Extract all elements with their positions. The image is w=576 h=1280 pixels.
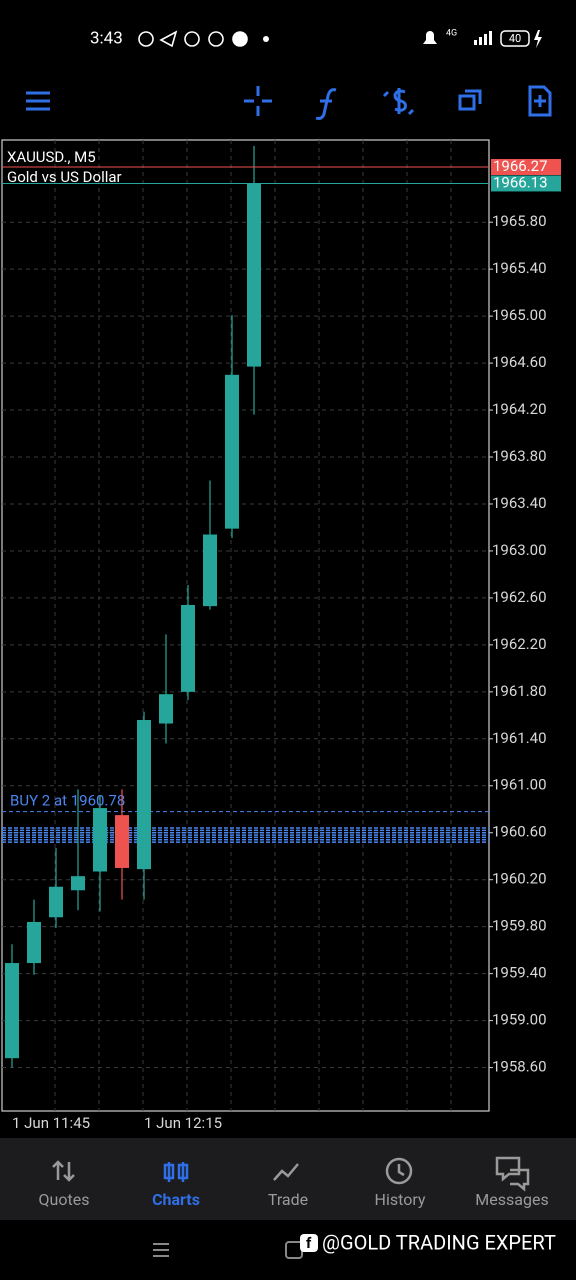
x-tick-label: 1 Jun 11:45	[12, 1114, 90, 1132]
candle-body	[181, 604, 195, 692]
candle-body	[225, 374, 239, 529]
y-tick-label: 1964.60	[492, 353, 547, 371]
crosshair-button[interactable]	[244, 86, 272, 116]
y-tick-label: 1959.00	[492, 1011, 547, 1029]
nav-tabs[interactable]: Quotes Charts Trade History Messages	[39, 1190, 549, 1209]
y-tick-label: 1963.80	[492, 447, 547, 465]
chart: 1958.60 1959.00 1959.40 1959.80 1960.20 1960.…	[2, 140, 561, 1132]
y-tick-label: 1963.00	[492, 541, 547, 559]
signal	[474, 31, 492, 45]
y-tick-label: 1961.00	[492, 776, 547, 794]
y-tick-label: 1965.40	[492, 259, 547, 277]
charging	[534, 30, 542, 48]
mute-icon	[423, 31, 437, 44]
watermark-icon-f: f	[306, 1234, 312, 1252]
battery	[500, 30, 530, 47]
y-tick-label: 1958.60	[492, 1058, 547, 1076]
indicators-button[interactable]	[315, 88, 337, 120]
y-tick-label: 1965.00	[492, 306, 547, 324]
candle-body	[247, 183, 261, 367]
y-tick-label: 1961.80	[492, 682, 547, 700]
y-tick-label: 1960.20	[492, 870, 547, 888]
y-tick-label: 1960.60	[492, 823, 547, 841]
price-label: 1966.13	[493, 173, 548, 191]
candle-body	[71, 876, 85, 891]
price-label: 1966.27	[493, 157, 548, 175]
price-box	[491, 159, 561, 176]
candle-body	[137, 720, 151, 870]
candle-body	[5, 963, 19, 1059]
watermark-icon	[300, 1234, 318, 1252]
y-tick-label: 1963.40	[492, 494, 547, 512]
chart-symbol: XAUUSD., M5	[7, 148, 96, 166]
y-tick-label: 1961.40	[492, 729, 547, 747]
chart-description: Gold vs US Dollar	[7, 168, 122, 186]
candle-body	[93, 808, 107, 872]
candle-body	[27, 921, 41, 964]
trade-button[interactable]	[382, 88, 415, 116]
nav-tab[interactable]: History	[375, 1190, 426, 1209]
recents-button[interactable]	[153, 1243, 169, 1257]
windows-button[interactable]	[458, 89, 482, 111]
y-tick-label: 1964.20	[492, 400, 547, 418]
y-tick-label: 1959.40	[492, 964, 547, 982]
status-time: 3:43	[90, 28, 123, 48]
order-label: BUY 2 at 1960.78	[10, 792, 125, 810]
y-tick-label: 1965.80	[492, 212, 547, 230]
dot	[263, 36, 269, 42]
toolbar[interactable]	[26, 85, 552, 120]
nav-tab[interactable]: Trade	[268, 1190, 308, 1209]
x-tick-label: 1 Jun 12:15	[144, 1114, 222, 1132]
chart-frame	[1, 139, 490, 1112]
nav-tab[interactable]: Quotes	[39, 1190, 90, 1209]
candle-body	[203, 534, 217, 607]
y-tick-label: 1959.80	[492, 917, 547, 935]
y-tick-label: 1962.60	[492, 588, 547, 606]
watermark: @GOLD TRADING EXPERT	[322, 1230, 556, 1254]
status-icons	[138, 30, 248, 48]
network: 4G	[446, 28, 457, 38]
candle-body	[49, 886, 63, 918]
new-order-button[interactable]	[528, 85, 552, 117]
battery-level: 40	[509, 32, 521, 45]
bottom-nav	[0, 1138, 576, 1220]
nav-icons	[52, 1156, 530, 1192]
candle-body	[115, 815, 129, 868]
candle-body	[159, 694, 173, 724]
nav-tab[interactable]: Messages	[475, 1190, 548, 1209]
y-tick-label: 1962.20	[492, 635, 547, 653]
price-box	[491, 175, 561, 192]
menu-button[interactable]	[26, 91, 50, 111]
nav-tab[interactable]: Charts	[152, 1190, 200, 1209]
